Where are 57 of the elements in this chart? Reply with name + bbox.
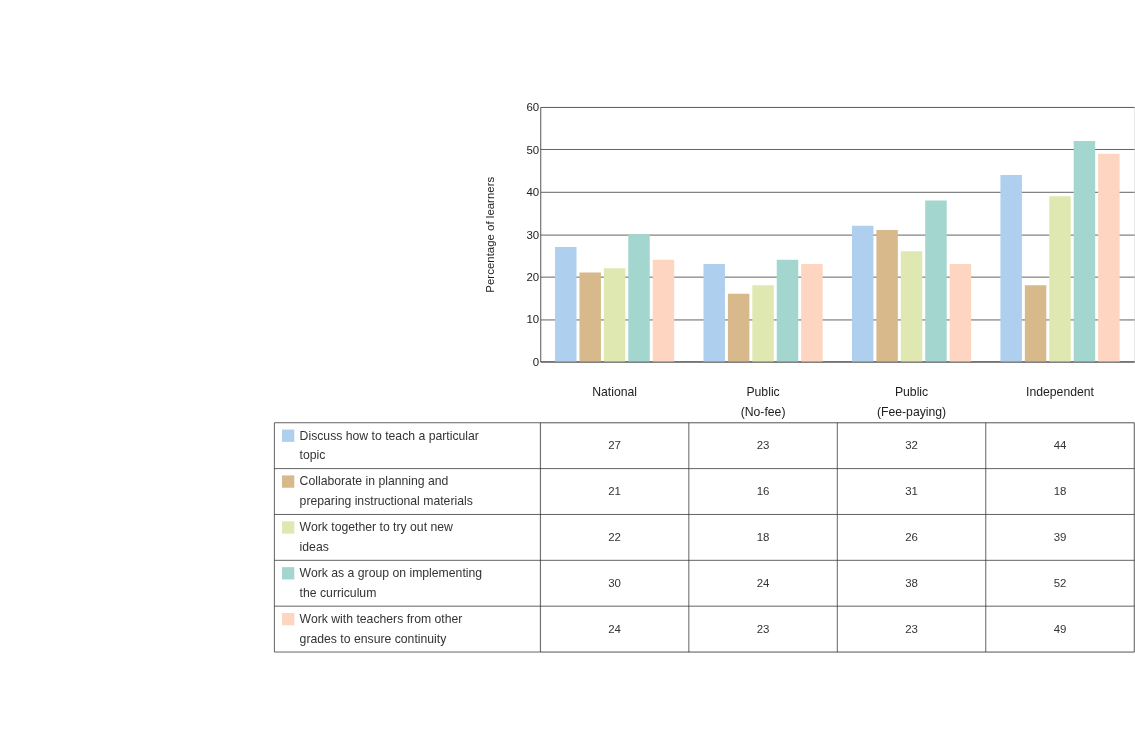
x-tick-label: Public (Fee-paying) <box>876 385 947 420</box>
data-label: 39 <box>1053 531 1067 544</box>
bar <box>949 264 972 362</box>
bar <box>1049 196 1071 362</box>
legend-label: Collaborate in planning and preparing instructional materials <box>299 474 473 509</box>
bar <box>603 268 626 362</box>
legend-label: Work with teachers from other grades to ensure continuity <box>299 611 463 646</box>
y-axis-title: Percentage of learners <box>483 176 496 293</box>
data-label: 31 <box>905 485 918 498</box>
bar <box>876 230 898 362</box>
y-tick-label: 30 <box>526 228 540 241</box>
legend-label: Work together to try out new ideas <box>299 520 454 555</box>
data-label: 30 <box>608 577 621 590</box>
data-label: 23 <box>756 622 770 635</box>
bar <box>579 272 601 362</box>
y-tick-label: 50 <box>526 143 540 156</box>
bar <box>1024 285 1047 362</box>
data-label: 18 <box>1053 485 1067 498</box>
y-tick-label: 40 <box>526 186 540 199</box>
data-label: 49 <box>1053 622 1067 635</box>
bar <box>1073 141 1096 362</box>
bar <box>628 234 650 362</box>
bar <box>703 264 725 362</box>
data-label: 23 <box>905 622 918 635</box>
y-tick-label: 10 <box>526 313 540 326</box>
bar <box>801 264 823 362</box>
data-label: 24 <box>608 622 622 635</box>
x-tick-label: National <box>592 385 638 400</box>
data-label: 52 <box>1053 577 1067 590</box>
data-label: 24 <box>756 577 771 590</box>
data-label: 22 <box>608 531 621 544</box>
data-label: 38 <box>905 577 918 590</box>
legend-label: Work as a group on implementing the curriculum <box>299 566 483 600</box>
y-tick-label: 0 <box>532 355 540 368</box>
bar <box>851 225 874 362</box>
bar <box>555 247 577 362</box>
y-tick-label: 60 <box>526 101 540 114</box>
data-label: 26 <box>905 531 918 544</box>
data-label: 27 <box>608 439 621 452</box>
x-tick-label: Independent <box>1026 385 1095 400</box>
bar <box>1098 153 1120 362</box>
x-tick-label: Public (No-fee) <box>740 385 786 420</box>
data-label: 18 <box>756 531 770 544</box>
bar <box>727 293 750 362</box>
bar <box>1000 174 1022 362</box>
bar <box>652 259 675 362</box>
data-label: 44 <box>1053 439 1067 452</box>
y-tick-label: 20 <box>526 270 540 283</box>
bar <box>776 259 799 362</box>
data-label: 32 <box>905 439 918 452</box>
legend-label: Discuss how to teach a particular topic <box>299 428 479 463</box>
data-label: 23 <box>756 439 770 452</box>
bar <box>925 200 947 362</box>
data-label: 16 <box>756 485 770 498</box>
data-label: 21 <box>608 485 621 498</box>
bar <box>752 285 774 362</box>
bar <box>900 251 923 362</box>
